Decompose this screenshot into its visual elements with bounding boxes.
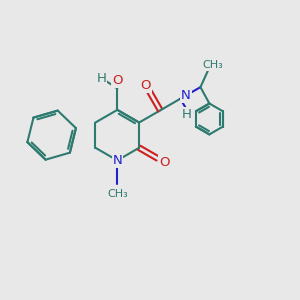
Text: N: N <box>112 154 122 167</box>
Text: O: O <box>141 79 151 92</box>
Text: CH₃: CH₃ <box>107 189 128 199</box>
Text: H: H <box>97 72 106 85</box>
Text: N: N <box>181 89 191 102</box>
Text: O: O <box>159 156 169 169</box>
Text: O: O <box>112 74 123 87</box>
Text: CH₃: CH₃ <box>203 60 224 70</box>
Text: H: H <box>182 108 191 122</box>
